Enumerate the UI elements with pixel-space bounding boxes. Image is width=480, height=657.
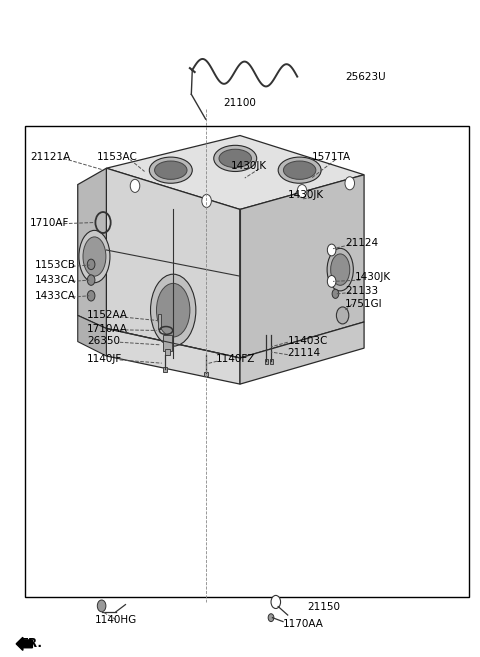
- Text: 1140JF: 1140JF: [87, 353, 122, 363]
- Bar: [204, 372, 207, 376]
- Text: 11403C: 11403C: [288, 336, 328, 346]
- Ellipse shape: [219, 149, 252, 168]
- Text: 1571TA: 1571TA: [312, 152, 351, 162]
- Ellipse shape: [151, 274, 196, 346]
- Circle shape: [97, 600, 106, 612]
- Polygon shape: [107, 328, 240, 384]
- Circle shape: [327, 275, 336, 287]
- Ellipse shape: [155, 161, 187, 179]
- Circle shape: [332, 289, 339, 298]
- Text: 25623U: 25623U: [345, 72, 385, 81]
- Text: 1710AF: 1710AF: [30, 217, 70, 227]
- Bar: [165, 350, 170, 355]
- Ellipse shape: [283, 161, 316, 179]
- Ellipse shape: [331, 254, 350, 285]
- Text: 1430JK: 1430JK: [230, 161, 266, 171]
- Ellipse shape: [79, 231, 110, 283]
- Circle shape: [87, 259, 95, 269]
- Polygon shape: [107, 168, 240, 358]
- Text: 1152AA: 1152AA: [87, 310, 128, 321]
- Text: 1430JK: 1430JK: [288, 190, 324, 200]
- Text: 21121A: 21121A: [30, 152, 70, 162]
- Text: 1140HG: 1140HG: [95, 615, 137, 625]
- Circle shape: [345, 177, 355, 190]
- Text: 1433CA: 1433CA: [35, 291, 76, 301]
- Ellipse shape: [149, 157, 192, 183]
- Circle shape: [202, 194, 211, 208]
- Bar: [163, 367, 167, 373]
- Polygon shape: [78, 315, 107, 356]
- Circle shape: [130, 179, 140, 193]
- Text: 1153AC: 1153AC: [97, 152, 138, 162]
- Circle shape: [336, 307, 349, 324]
- Circle shape: [327, 244, 336, 256]
- Ellipse shape: [83, 237, 106, 276]
- Circle shape: [87, 275, 95, 285]
- Text: 1433CA: 1433CA: [35, 275, 76, 285]
- Polygon shape: [78, 168, 107, 328]
- Polygon shape: [240, 175, 364, 358]
- Text: 21114: 21114: [288, 348, 321, 358]
- Circle shape: [271, 595, 281, 608]
- Text: 1153CB: 1153CB: [35, 260, 76, 270]
- Bar: [163, 335, 172, 351]
- Text: 21100: 21100: [224, 98, 256, 108]
- Text: 1751GI: 1751GI: [345, 299, 383, 309]
- Text: 21124: 21124: [345, 238, 378, 248]
- Bar: [265, 359, 268, 364]
- Bar: [158, 314, 161, 328]
- Text: 21150: 21150: [307, 602, 340, 612]
- Polygon shape: [240, 322, 364, 384]
- Polygon shape: [107, 135, 364, 210]
- Text: 1170AA: 1170AA: [283, 619, 324, 629]
- FancyArrow shape: [16, 637, 33, 650]
- Circle shape: [297, 185, 307, 198]
- Ellipse shape: [327, 248, 353, 291]
- Circle shape: [268, 614, 274, 622]
- Text: 1710AA: 1710AA: [87, 323, 128, 334]
- Text: 1430JK: 1430JK: [355, 273, 391, 283]
- Bar: [270, 359, 273, 364]
- Circle shape: [87, 290, 95, 301]
- Ellipse shape: [278, 157, 321, 183]
- Text: 1140FZ: 1140FZ: [216, 353, 255, 363]
- Ellipse shape: [156, 283, 190, 337]
- Text: 26350: 26350: [87, 336, 120, 346]
- Ellipse shape: [214, 145, 257, 171]
- Bar: [25, 125, 469, 597]
- Text: FR.: FR.: [21, 637, 42, 650]
- Text: 21133: 21133: [345, 286, 378, 296]
